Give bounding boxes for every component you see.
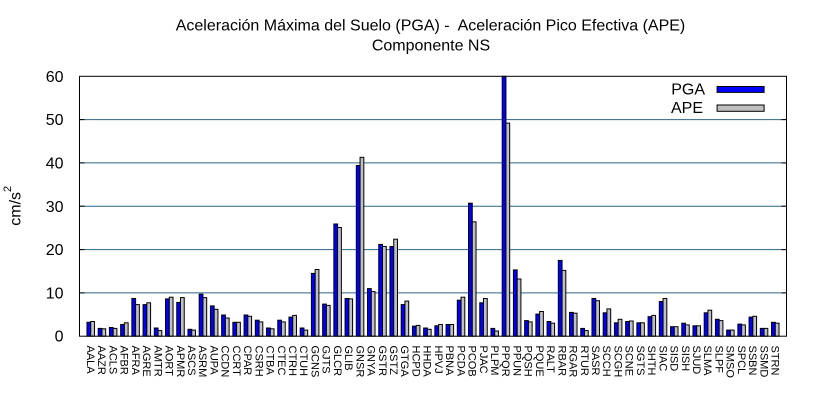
- svg-text:50: 50: [46, 112, 64, 129]
- svg-text:STRN: STRN: [769, 346, 781, 376]
- svg-text:RGAR: RGAR: [567, 346, 579, 378]
- svg-text:HCPD: HCPD: [409, 346, 421, 377]
- svg-text:SGTS: SGTS: [634, 346, 646, 376]
- svg-text:CCDN: CCDN: [219, 346, 231, 378]
- svg-text:AUPA: AUPA: [207, 346, 219, 376]
- svg-text:PLPM: PLPM: [488, 346, 500, 376]
- svg-text:AORT: AORT: [163, 346, 175, 377]
- svg-text:SCNE: SCNE: [623, 346, 635, 377]
- svg-text:CCRT: CCRT: [230, 346, 242, 377]
- svg-text:CTRH: CTRH: [286, 346, 298, 377]
- svg-text:PCDA: PCDA: [454, 346, 466, 377]
- svg-text:ACLS: ACLS: [106, 346, 118, 375]
- svg-text:SASR: SASR: [589, 346, 601, 376]
- svg-text:ASCS: ASCS: [185, 346, 197, 376]
- svg-text:SMSO: SMSO: [724, 346, 736, 379]
- svg-text:GSTZ: GSTZ: [387, 346, 399, 376]
- svg-text:SSMD: SSMD: [757, 346, 769, 378]
- svg-text:PQSH: PQSH: [522, 346, 534, 377]
- svg-text:Aceleración Máxima del Suelo (: Aceleración Máxima del Suelo (PGA) - Ace…: [176, 18, 686, 35]
- svg-text:GTGA: GTGA: [398, 346, 410, 378]
- svg-text:AMTR: AMTR: [151, 346, 163, 377]
- svg-text:PPUN: PPUN: [510, 346, 522, 377]
- svg-text:60: 60: [46, 69, 64, 86]
- svg-text:GCNS: GCNS: [308, 346, 320, 378]
- svg-text:SHTH: SHTH: [645, 346, 657, 376]
- svg-text:RTUR: RTUR: [578, 346, 590, 376]
- svg-text:AFBR: AFBR: [118, 346, 130, 375]
- svg-text:GNYA: GNYA: [365, 346, 377, 377]
- svg-text:CTBA: CTBA: [264, 346, 276, 376]
- svg-text:CPAR: CPAR: [241, 346, 253, 376]
- svg-text:Componente NS: Componente NS: [372, 38, 490, 55]
- svg-text:PJAC: PJAC: [477, 346, 489, 374]
- svg-text:0: 0: [55, 329, 64, 346]
- svg-text:30: 30: [46, 199, 64, 216]
- svg-text:GNSR: GNSR: [353, 346, 365, 378]
- svg-text:SPCL: SPCL: [735, 346, 747, 375]
- svg-text:SISD: SISD: [668, 346, 680, 372]
- svg-text:SSBN: SSBN: [746, 346, 758, 376]
- svg-text:20: 20: [46, 242, 64, 259]
- svg-text:AALA: AALA: [84, 346, 96, 375]
- svg-text:PBNA: PBNA: [443, 346, 455, 377]
- svg-text:GLIB: GLIB: [342, 346, 354, 371]
- svg-text:APE: APE: [671, 100, 703, 117]
- svg-text:AGRE: AGRE: [140, 346, 152, 377]
- svg-text:PCOB: PCOB: [466, 346, 478, 377]
- svg-text:SJUD: SJUD: [690, 346, 702, 375]
- svg-text:AAZR: AAZR: [95, 346, 107, 375]
- svg-text:RALT: RALT: [544, 346, 556, 374]
- svg-text:PQUE: PQUE: [533, 346, 545, 377]
- svg-text:PGA: PGA: [671, 81, 705, 98]
- svg-text:RBAR: RBAR: [555, 346, 567, 377]
- svg-text:HPVJ: HPVJ: [432, 346, 444, 374]
- svg-text:HHDA: HHDA: [421, 346, 433, 378]
- svg-text:SIAC: SIAC: [656, 346, 668, 372]
- svg-text:APMR: APMR: [174, 346, 186, 378]
- svg-text:cm/s2: cm/s2: [2, 186, 24, 226]
- svg-text:CSRH: CSRH: [252, 346, 264, 377]
- svg-text:SISH: SISH: [679, 346, 691, 372]
- svg-text:GJTS: GJTS: [320, 346, 332, 374]
- svg-text:ASRM: ASRM: [196, 346, 208, 378]
- svg-text:SCGH: SCGH: [611, 346, 623, 378]
- svg-text:CTEC: CTEC: [275, 346, 287, 376]
- svg-text:40: 40: [46, 155, 64, 172]
- svg-text:SLPF: SLPF: [712, 346, 724, 374]
- svg-text:SLMA: SLMA: [701, 346, 713, 377]
- svg-text:SCCH: SCCH: [600, 346, 612, 377]
- svg-text:CTUH: CTUH: [297, 346, 309, 377]
- svg-text:10: 10: [46, 285, 64, 302]
- svg-text:GLCR: GLCR: [331, 346, 343, 377]
- svg-text:PPQR: PPQR: [499, 346, 511, 377]
- svg-text:GSTR: GSTR: [376, 346, 388, 377]
- svg-text:AFRA: AFRA: [129, 346, 141, 376]
